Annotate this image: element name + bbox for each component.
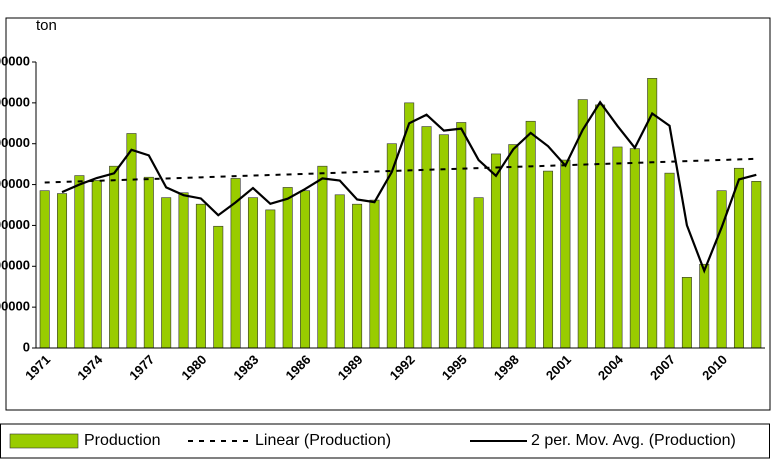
legend-box (0, 423, 770, 459)
trend-line (44, 157, 757, 184)
bar (386, 143, 397, 349)
bar (57, 193, 68, 349)
bar (39, 190, 50, 349)
bar (352, 203, 363, 349)
bar (213, 225, 224, 349)
legend-label: 2 per. Mov. Avg. (Production) (531, 432, 736, 449)
bar (508, 144, 519, 349)
bar (595, 104, 606, 349)
y-tick-label: 0 (23, 339, 30, 354)
y-tick-label: 7000000 (0, 53, 30, 68)
bar (473, 197, 484, 349)
legend-label: Linear (Production) (255, 432, 391, 449)
bar (490, 153, 501, 349)
y-tick-label: 1000000 (0, 299, 30, 314)
bar (109, 165, 120, 349)
bar (751, 181, 762, 349)
bar (612, 146, 623, 349)
bar (265, 209, 276, 349)
bar (126, 133, 137, 349)
bar (178, 192, 189, 349)
bar (317, 165, 328, 349)
bar (91, 180, 102, 349)
bar (543, 170, 554, 349)
bar (143, 176, 154, 349)
bar (733, 167, 744, 349)
bar (195, 203, 206, 349)
y-tick-label: 6000000 (0, 94, 30, 109)
bar (74, 175, 85, 349)
y-tick-label: 2000000 (0, 258, 30, 273)
bar (716, 190, 727, 349)
moving-average-line (61, 100, 757, 274)
y-tick-label: 3000000 (0, 217, 30, 232)
bar (369, 199, 380, 349)
y-axis-label: ton (36, 17, 57, 34)
bar (560, 159, 571, 349)
bar (334, 194, 345, 349)
y-tick-label: 4000000 (0, 176, 30, 191)
bar (681, 277, 692, 349)
bar (161, 197, 172, 349)
legend-swatch (9, 433, 79, 449)
bar (404, 102, 415, 349)
bar (247, 197, 258, 349)
bar (699, 263, 710, 349)
bar (300, 190, 311, 349)
bar (629, 148, 640, 349)
bar (438, 134, 449, 349)
bar (421, 126, 432, 349)
bar (282, 187, 293, 349)
y-tick-label: 5000000 (0, 135, 30, 150)
bar (456, 122, 467, 349)
bar (664, 172, 675, 349)
bar (525, 120, 536, 349)
legend-label: Production (84, 432, 161, 449)
